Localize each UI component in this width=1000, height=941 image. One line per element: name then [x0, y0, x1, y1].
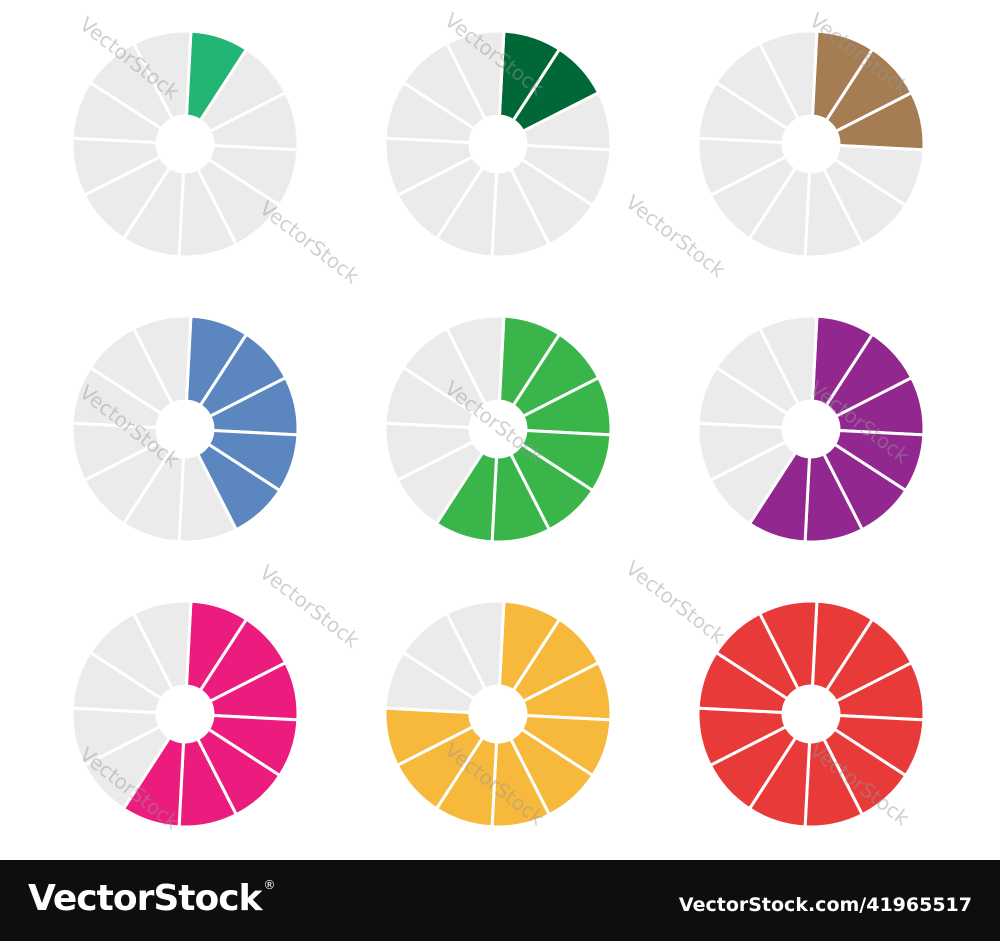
indicator-3-of-12 — [696, 29, 926, 259]
footer-bar: VectorStock ® VectorStock.com/41965517 — [0, 860, 1000, 941]
indicator-2-of-12 — [383, 29, 613, 259]
center-hole — [157, 401, 213, 457]
center-hole — [783, 401, 839, 457]
brand-name: VectorStock — [28, 878, 262, 919]
indicator-1-of-12 — [70, 29, 300, 259]
center-hole — [783, 686, 839, 742]
indicator-7-of-12-pink — [70, 599, 300, 829]
indicator-9-of-12 — [383, 599, 613, 829]
center-hole — [157, 686, 213, 742]
center-hole — [470, 116, 526, 172]
stock-id: VectorStock.com/41965517 — [678, 894, 972, 916]
brand-logo: VectorStock ® — [28, 878, 276, 919]
indicator-7-of-12 — [383, 314, 613, 544]
center-hole — [470, 686, 526, 742]
center-hole — [157, 116, 213, 172]
indicator-7-of-12-purple — [696, 314, 926, 544]
indicator-12-of-12 — [696, 599, 926, 829]
center-hole — [470, 401, 526, 457]
center-hole — [783, 116, 839, 172]
progress-indicators-grid — [70, 29, 926, 829]
indicator-5-of-12 — [70, 314, 300, 544]
registered-mark: ® — [263, 878, 276, 892]
